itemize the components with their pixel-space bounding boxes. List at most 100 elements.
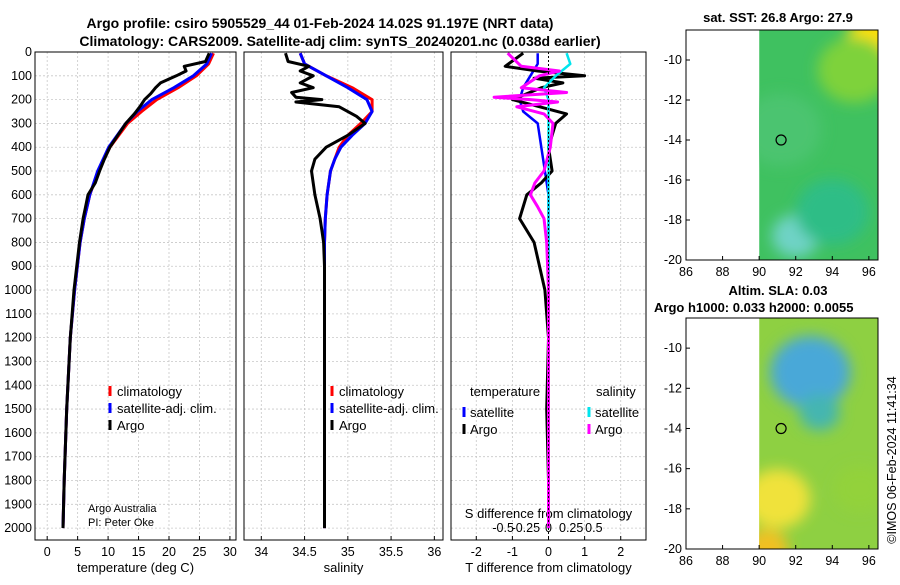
x-axis-label: T difference from climatology [465, 560, 632, 575]
map-blob [834, 465, 879, 512]
timestamp: ©IMOS 06-Feb-2024 11:41:34 [885, 376, 899, 543]
float-marker [775, 422, 787, 435]
map-panel-0: 86 88 90 92 94 96 -10 -12 -14 -16 -18 -20 sat. SST: … [664, 10, 879, 279]
map-blob [759, 469, 811, 529]
x-top-tick-label: -0.5 [492, 521, 514, 535]
legend-header-salinity: salinity [596, 384, 636, 399]
map-blob [795, 179, 869, 245]
map-y-tick-label: -12 [664, 381, 682, 395]
legend-label: satellite-adj. clim. [117, 401, 217, 416]
depth-tick-label: 1600 [4, 426, 32, 440]
legend-header-temperature: temperature [470, 384, 540, 399]
depth-tick-label: 500 [11, 164, 32, 178]
depth-tick-label: 0 [25, 45, 32, 59]
map-blobs [759, 30, 879, 258]
map-x-tick-label: 90 [752, 554, 766, 568]
x-tick-label: 0 [44, 545, 51, 559]
legend-label: satellite-adj. clim. [339, 401, 439, 416]
map-x-tick-label: 86 [679, 554, 693, 568]
series-line-satellite-adj.-clim. [61, 52, 213, 529]
x-tick-label: 34 [254, 545, 268, 559]
map-y-tick-label: -16 [664, 462, 682, 476]
x-tick-label: 10 [101, 545, 115, 559]
map-blob [799, 394, 840, 431]
map-blob [817, 37, 879, 103]
x-tick-label: -2 [471, 545, 482, 559]
series-line-T-Argo [503, 51, 587, 529]
depth-tick-label: 1100 [5, 307, 32, 321]
map-y-tick-label: -10 [664, 53, 682, 67]
map-x-tick-label: 96 [862, 554, 876, 568]
map-x-tick-label: 94 [825, 265, 839, 279]
depth-tick-label: 2000 [4, 521, 32, 535]
map-x-tick-label: 86 [679, 265, 693, 279]
map-y-tick-label: -18 [664, 502, 682, 516]
legend-label: satellite [595, 405, 639, 420]
x-top-tick-label: 0.5 [585, 521, 602, 535]
map-y-tick-label: -12 [664, 93, 682, 107]
map-subtitle: Argo h1000: 0.033 h2000: 0.0055 [654, 300, 853, 315]
depth-tick-label: 700 [11, 212, 32, 226]
depth-tick-label: 1800 [4, 473, 32, 487]
depth-tick-label: 1700 [4, 450, 32, 464]
x-tick-label: -1 [507, 545, 518, 559]
depth-tick-label: 800 [11, 235, 32, 249]
map-blob [759, 93, 822, 167]
depth-tick-label: 1500 [4, 402, 32, 416]
credit-line1: Argo Australia [88, 503, 157, 515]
map-blob [759, 529, 789, 549]
legend-label: satellite [470, 405, 514, 420]
plot-layer: 0 5 10 15 20 25 300100200300400500600700800900… [4, 10, 879, 575]
x-tick-label: 30 [223, 545, 237, 559]
x-tick-label: 5 [74, 545, 81, 559]
figure-title-line1: Argo profile: csiro 5905529_44 01-Feb-20… [87, 15, 554, 31]
map-blob [770, 336, 851, 409]
map-field [759, 30, 879, 260]
axes-frame [450, 51, 647, 541]
map-x-tick-label: 92 [789, 554, 803, 568]
x-tick-label: 35.5 [379, 545, 403, 559]
map-frame [685, 317, 879, 550]
depth-tick-label: 1300 [4, 354, 32, 368]
credit-line2: PI: Peter Oke [88, 517, 154, 529]
x-tick-label: 25 [193, 545, 207, 559]
depth-tick-label: 200 [11, 93, 32, 107]
map-blobs [759, 336, 879, 549]
legend-label: Argo [595, 422, 622, 437]
map-x-tick-label: 88 [716, 265, 730, 279]
x-axis-label: salinity [324, 560, 364, 575]
series-line-Argo [284, 52, 367, 529]
series-line-Argo [61, 52, 211, 529]
map-title: Altim. SLA: 0.03 [729, 283, 828, 298]
x-tick-label: 34.5 [292, 545, 316, 559]
depth-tick-label: 300 [11, 116, 32, 130]
depth-tick-label: 100 [11, 69, 32, 83]
map-panel-1: 86 88 90 92 94 96 -10 -12 -14 -16 -18 -20 Altim. SLA… [654, 283, 879, 568]
map-x-tick-label: 96 [862, 265, 876, 279]
axes-frame [243, 51, 444, 541]
map-y-tick-label: -20 [664, 253, 682, 267]
depth-tick-label: 600 [11, 188, 32, 202]
legend-label: Argo [470, 422, 497, 437]
x-tick-label: 36 [427, 545, 441, 559]
depth-tick-label: 1900 [4, 497, 32, 511]
series-line-S-Argo [492, 52, 569, 529]
map-x-tick-label: 88 [716, 554, 730, 568]
legend-label: Argo [117, 418, 144, 433]
map-x-tick-label: 90 [752, 265, 766, 279]
map-title: sat. SST: 26.8 Argo: 27.9 [703, 10, 853, 25]
axes-frame [34, 51, 237, 541]
x-tick-label: 2 [617, 545, 624, 559]
x-top-tick-label: 0.25 [559, 521, 583, 535]
depth-tick-label: 1200 [4, 331, 32, 345]
float-marker [775, 134, 787, 146]
map-y-tick-label: -14 [664, 133, 682, 147]
map-y-tick-label: -18 [664, 213, 682, 227]
map-field [759, 318, 879, 549]
panel-1: 34 34.5 35 35.5 36 salinity climatology satelli… [243, 51, 444, 575]
map-y-tick-label: -14 [664, 421, 682, 435]
depth-tick-label: 900 [11, 259, 32, 273]
x-axis-label: temperature (deg C) [77, 560, 194, 575]
